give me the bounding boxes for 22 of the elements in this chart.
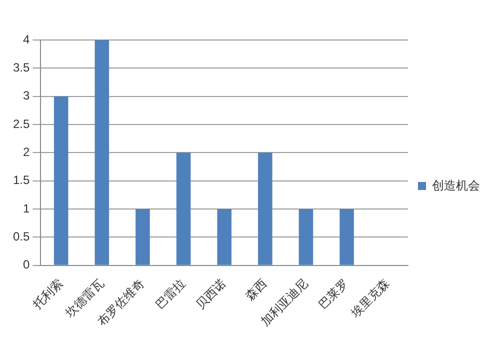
bar <box>217 209 232 265</box>
y-tick-label: 1 <box>22 201 30 216</box>
y-tick-label: 2 <box>22 145 30 160</box>
bar <box>176 152 191 265</box>
legend-label: 创造机会 <box>432 178 480 192</box>
y-tick-label: 3 <box>22 88 30 103</box>
x-tick-label: 巴雷拉 <box>152 276 188 312</box>
x-tick-label: 森西 <box>242 276 270 303</box>
y-tick-label: 3.5 <box>12 60 30 74</box>
y-tick-label: 2.5 <box>12 116 30 131</box>
bar <box>136 209 150 265</box>
y-tick-label: 1.5 <box>12 173 30 188</box>
x-tick-label: 托利索 <box>29 276 66 312</box>
bar <box>298 209 314 265</box>
y-tick-label: 0 <box>22 258 30 272</box>
bar <box>340 209 354 265</box>
bar <box>94 40 110 265</box>
bar <box>54 96 68 265</box>
y-tick-label: 4 <box>22 32 30 46</box>
bar <box>258 152 272 265</box>
y-tick-label: 0.5 <box>12 230 30 244</box>
x-tick-label: 贝西诺 <box>193 276 229 312</box>
